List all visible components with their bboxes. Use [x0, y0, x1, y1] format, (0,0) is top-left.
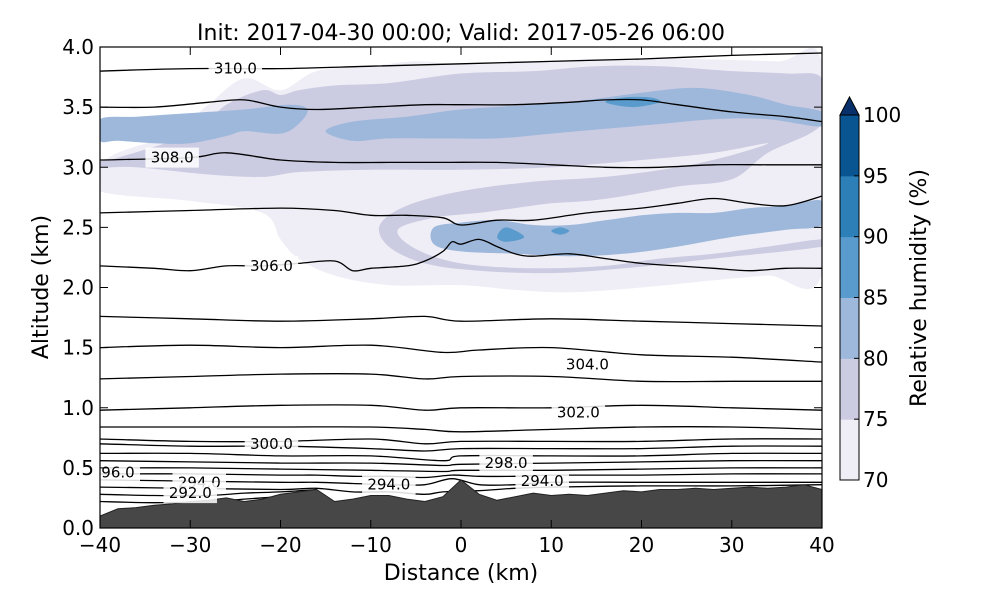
- contour-label-bg-2: [244, 255, 299, 276]
- theta-contour-2: [100, 152, 822, 169]
- contour-label-5: 300.0: [250, 435, 293, 453]
- theta-contour-14: [100, 467, 822, 473]
- colorbar-segment-1: [840, 358, 859, 420]
- x-tick-label-6: 20: [629, 533, 654, 557]
- humidity-region-3: [325, 87, 822, 142]
- x-axis-ticks: −40 −30 −20 −10 0 10 20 30 40: [79, 47, 835, 557]
- colorbar-segment-3: [840, 236, 859, 298]
- colorbar-segment-2: [840, 297, 859, 359]
- contour-label-bg-6: [479, 453, 533, 474]
- y-tick-label-5: 2.5: [62, 215, 94, 239]
- contour-label-bg-5: [244, 433, 299, 454]
- x-tick-label-2: −20: [259, 533, 301, 557]
- y-axis-title: Altitude (km): [29, 215, 54, 359]
- colorbar: 70 75 80 85 90 95 100: [839, 95, 901, 492]
- x-tick-label-8: 40: [809, 533, 834, 557]
- plot-area: 310.0308.0306.0304.0302.0300.0298.096.02…: [62, 35, 835, 557]
- theta-contour-17: [100, 484, 822, 495]
- y-tick-label-3: 1.5: [62, 336, 94, 360]
- contour-label-0: 310.0: [214, 60, 257, 78]
- colorbar-segment-0: [840, 419, 859, 481]
- theta-contour-11: [100, 443, 822, 452]
- y-axis-ticks: 0.0 0.5 1.0 1.5 2.0 2.5 3.0 3.5 4.0: [62, 35, 822, 540]
- humidity-region-7: [551, 227, 570, 235]
- contour-label-bg-0: [208, 58, 263, 79]
- humidity-region-2: [100, 104, 308, 144]
- theta-contour-8: [100, 404, 822, 411]
- colorbar-tick-label-4: 90: [863, 225, 888, 249]
- x-tick-label-1: −30: [169, 533, 211, 557]
- colorbar-tick-label-0: 70: [863, 468, 888, 492]
- contour-label-9: 292.0: [169, 484, 212, 502]
- theta-contour-5: [100, 315, 822, 327]
- x-tick-label-0: −40: [79, 533, 121, 557]
- y-tick-label-7: 3.5: [62, 95, 94, 119]
- contour-label-7: 96.0: [101, 464, 134, 482]
- colorbar-tick-label-3: 85: [863, 286, 888, 310]
- theta-contour-3: [100, 195, 822, 226]
- theta-contour-9: [100, 426, 822, 433]
- theta-contour-6: [100, 344, 822, 363]
- contour-label-bg-10: [362, 474, 416, 495]
- contour-label-3: 304.0: [566, 356, 609, 374]
- colorbar-tick-label-5: 95: [863, 164, 888, 188]
- y-tick-label-8: 4.0: [62, 35, 94, 59]
- y-tick-label-2: 1.0: [62, 396, 94, 420]
- x-tick-label-3: −10: [350, 533, 392, 557]
- y-tick-label-0: 0.0: [62, 516, 94, 540]
- colorbar-tick-label-2: 80: [863, 346, 888, 370]
- colorbar-segment-4: [840, 175, 859, 238]
- contour-label-bg-1: [145, 147, 199, 168]
- contour-label-6: 298.0: [485, 454, 528, 472]
- theta-contour-12: [100, 452, 822, 462]
- colorbar-title: Relative humidity (%): [907, 169, 932, 407]
- x-axis-title: Distance (km): [384, 561, 539, 586]
- contour-label-1: 308.0: [151, 149, 194, 167]
- contour-label-bg-9: [163, 483, 217, 504]
- x-tick-label-7: 30: [719, 533, 744, 557]
- theta-contour-10: [100, 438, 822, 445]
- contour-label-11: 294.0: [521, 472, 564, 490]
- colorbar-segment-5: [840, 115, 859, 177]
- humidity-region-4: [430, 200, 822, 257]
- contour-label-bg-3: [560, 354, 615, 375]
- theta-contour-15: [100, 473, 822, 479]
- theta-contour-18: [100, 488, 317, 497]
- theta-contour-7: [100, 372, 822, 383]
- theta-contour-1: [100, 98, 822, 123]
- contour-label-4: 302.0: [557, 404, 600, 422]
- contour-label-2: 306.0: [250, 257, 293, 275]
- x-tick-label-4: 0: [455, 533, 468, 557]
- humidity-fills: [100, 47, 822, 293]
- contour-label-bg-4: [551, 402, 606, 423]
- colorbar-tick-label-1: 75: [863, 407, 888, 431]
- y-tick-label-1: 0.5: [62, 456, 94, 480]
- chart-title: Init: 2017-04-30 00:00; Valid: 2017-05-2…: [197, 21, 725, 46]
- humidity-region-6: [497, 227, 525, 242]
- contour-label-bg-11: [515, 471, 569, 492]
- y-tick-label-4: 2.0: [62, 276, 94, 300]
- contour-labels: 310.0 308.0 306.0 304.0 302.0 300.0 298.0 96.0 2…: [96, 58, 615, 504]
- x-tick-label-5: 10: [539, 533, 564, 557]
- theta-contour-13: [100, 459, 822, 467]
- colorbar-tick-label-6: 100: [863, 103, 901, 127]
- colorbar-extend-arrow: [839, 95, 860, 116]
- theta-contour-16: [100, 478, 822, 486]
- contour-label-10: 294.0: [367, 476, 410, 494]
- y-tick-label-6: 3.0: [62, 155, 94, 179]
